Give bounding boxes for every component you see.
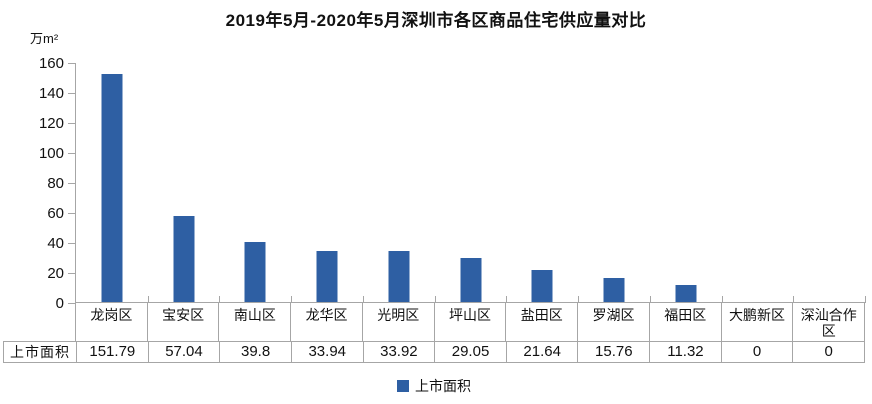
- y-tick-mark: [68, 93, 75, 94]
- category-label: 南山区: [219, 303, 292, 341]
- table-value-cell: 33.94: [290, 342, 363, 362]
- plot-column: [148, 63, 221, 303]
- category-label: 深汕合作区: [800, 307, 857, 339]
- table-value-cell: 21.64: [505, 342, 578, 362]
- category-label: 光明区: [363, 303, 435, 341]
- bar-龙岗区: [101, 74, 123, 302]
- y-tick-label: 160: [38, 55, 64, 72]
- table-value-cell: 15.76: [577, 342, 649, 362]
- table-value-cell: 39.8: [219, 342, 291, 362]
- table-value-cell: 0: [720, 342, 793, 362]
- bar-南山区: [244, 242, 266, 302]
- plot-column: [219, 63, 293, 303]
- chart-title: 2019年5月-2020年5月深圳市各区商品住宅供应量对比: [225, 11, 647, 30]
- plot-column: [506, 63, 580, 303]
- y-tick-label: 120: [38, 115, 64, 132]
- x-tick-mark: [721, 296, 723, 303]
- x-tick-mark: [793, 296, 795, 303]
- x-tick-mark: [147, 296, 149, 303]
- plot-column: [722, 63, 795, 303]
- plot-column: [435, 63, 508, 303]
- plot-column: [793, 63, 867, 303]
- table-value-cell: 0: [792, 342, 864, 362]
- x-tick-mark: [291, 296, 293, 303]
- x-tick-mark: [506, 296, 508, 303]
- table-value-cell: 151.79: [76, 342, 148, 362]
- category-label: 盐田区: [506, 303, 579, 341]
- y-tick-mark: [68, 123, 75, 124]
- plot-column: [363, 63, 436, 303]
- table-value-cell: 57.04: [147, 342, 220, 362]
- table-value-cell: 11.32: [649, 342, 721, 362]
- bar-宝安区: [173, 216, 195, 302]
- plot-column: [578, 63, 651, 303]
- plot-area: [75, 63, 867, 303]
- x-tick-mark: [434, 296, 436, 303]
- plot-column: [76, 63, 149, 303]
- legend-swatch: [397, 380, 409, 392]
- category-label: 宝安区: [148, 303, 220, 341]
- plot-column: [650, 63, 723, 303]
- y-tick-label: 20: [47, 265, 64, 282]
- x-tick-mark: [865, 296, 867, 303]
- x-tick-mark: [649, 296, 651, 303]
- data-table-row: 上市面积 151.79 57.04 39.8 33.94 33.92 29.05 21.64 1…: [3, 341, 865, 363]
- x-tick-mark: [578, 296, 580, 303]
- y-tick-mark: [68, 183, 75, 184]
- plot-column: [291, 63, 364, 303]
- category-label: 罗湖区: [578, 303, 650, 341]
- y-tick-mark: [68, 273, 75, 274]
- y-tick-label: 60: [47, 205, 64, 222]
- legend-label: 上市面积: [415, 378, 471, 394]
- category-label: 大鹏新区: [722, 303, 794, 341]
- y-axis-unit-label: 万m²: [30, 31, 59, 46]
- y-tick-label: 80: [47, 175, 64, 192]
- y-tick-mark: [68, 303, 75, 304]
- bar-光明区: [388, 251, 410, 302]
- bar-坪山区: [460, 258, 482, 302]
- table-value-cell: 33.92: [362, 342, 435, 362]
- y-tick-mark: [68, 153, 75, 154]
- x-tick-mark: [362, 296, 364, 303]
- y-tick-mark: [68, 213, 75, 214]
- y-tick-label: 140: [38, 85, 64, 102]
- table-row-header: 上市面积: [10, 344, 70, 360]
- category-label: 龙华区: [291, 303, 363, 341]
- bar-龙华区: [316, 251, 338, 302]
- legend: 上市面积: [0, 376, 868, 396]
- bar-罗湖区: [603, 278, 625, 302]
- x-tick-mark: [219, 296, 221, 303]
- bar-福田区: [675, 285, 697, 302]
- y-tick-label: 40: [47, 235, 64, 252]
- table-value-cell: 29.05: [434, 342, 506, 362]
- category-label: 龙岗区: [76, 303, 148, 341]
- y-tick-label: 100: [38, 145, 64, 162]
- bar-盐田区: [531, 270, 553, 302]
- y-tick-mark: [68, 63, 75, 64]
- category-label: 福田区: [650, 303, 722, 341]
- y-tick-label: 0: [55, 295, 64, 312]
- category-label: 坪山区: [435, 303, 507, 341]
- y-tick-mark: [68, 243, 75, 244]
- category-axis-row: 龙岗区 宝安区 南山区 龙华区 光明区 坪山区 盐田区 罗湖区 福田区 大鹏新区 深汕合作区: [75, 303, 865, 341]
